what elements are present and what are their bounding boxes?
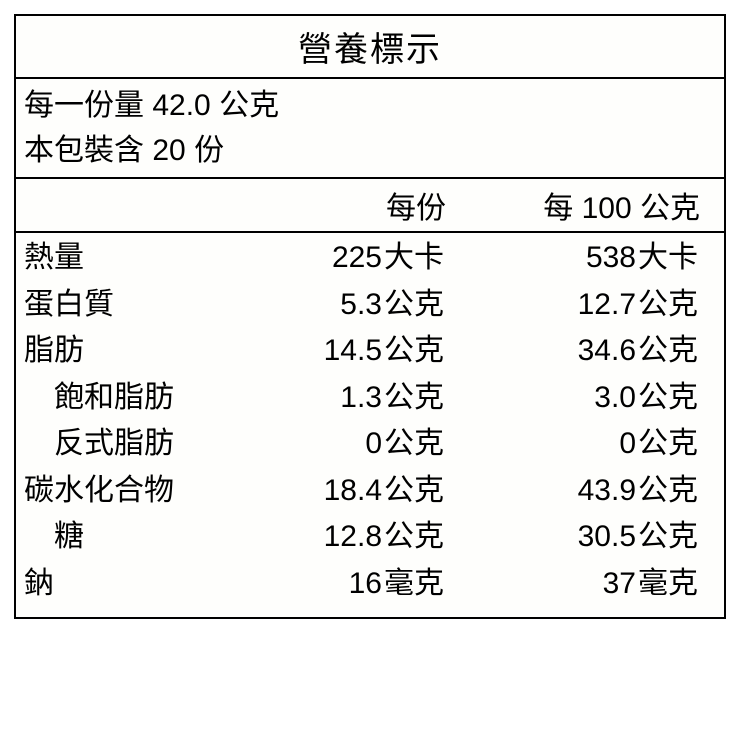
value-number: 37 <box>603 561 636 608</box>
nutrient-row: 蛋白質5.3公克12.7公克 <box>24 282 716 329</box>
nutrient-data-section: 熱量225大卡538大卡蛋白質5.3公克12.7公克脂肪14.5公克34.6公克… <box>16 233 724 617</box>
nutrient-label: 飽和脂肪 <box>24 375 224 422</box>
nutrient-row: 脂肪14.5公克34.6公克 <box>24 328 716 375</box>
value-unit: 公克 <box>638 421 700 468</box>
per-serving-value: 16毫克 <box>224 561 454 608</box>
nutrient-row: 熱量225大卡538大卡 <box>24 235 716 282</box>
header-per-serving: 每份 <box>224 183 454 227</box>
per-serving-value: 14.5公克 <box>224 328 454 375</box>
per-serving-value: 1.3公克 <box>224 375 454 422</box>
value-unit: 毫克 <box>638 561 700 608</box>
per-serving-value: 18.4公克 <box>224 468 454 515</box>
value-unit: 公克 <box>384 328 446 375</box>
serving-size-label: 每一份量 <box>24 89 144 122</box>
nutrient-row: 反式脂肪0公克0公克 <box>24 421 716 468</box>
serving-info-section: 每一份量 42.0 公克 本包裝含 20 份 <box>16 79 724 179</box>
value-unit: 公克 <box>638 468 700 515</box>
value-number: 538 <box>586 235 636 282</box>
per-serving-value: 0公克 <box>224 421 454 468</box>
serving-size-value: 42.0 <box>152 89 210 122</box>
servings-per-package-line: 本包裝含 20 份 <box>24 128 716 173</box>
per-100g-value: 12.7公克 <box>454 282 716 329</box>
value-number: 5.3 <box>340 282 382 329</box>
per-serving-value: 5.3公克 <box>224 282 454 329</box>
serving-size-line: 每一份量 42.0 公克 <box>24 83 716 128</box>
per-100g-value: 43.9公克 <box>454 468 716 515</box>
value-unit: 公克 <box>638 282 700 329</box>
nutrient-row: 碳水化合物18.4公克43.9公克 <box>24 468 716 515</box>
value-number: 3.0 <box>594 375 636 422</box>
value-number: 0 <box>365 421 382 468</box>
per-serving-value: 225大卡 <box>224 235 454 282</box>
nutrient-row: 鈉16毫克37毫克 <box>24 561 716 608</box>
servings-unit: 份 <box>194 134 224 167</box>
per-100g-value: 34.6公克 <box>454 328 716 375</box>
value-unit: 公克 <box>638 328 700 375</box>
value-number: 30.5 <box>578 514 636 561</box>
nutrition-facts-table: 營養標示 每一份量 42.0 公克 本包裝含 20 份 每份 每 100 公克 … <box>14 14 726 619</box>
value-number: 34.6 <box>578 328 636 375</box>
nutrient-row: 糖12.8公克30.5公克 <box>24 514 716 561</box>
value-unit: 大卡 <box>638 235 700 282</box>
per-100g-value: 3.0公克 <box>454 375 716 422</box>
column-headers-row: 每份 每 100 公克 <box>16 179 724 233</box>
value-number: 16 <box>349 561 382 608</box>
value-unit: 公克 <box>384 514 446 561</box>
value-unit: 公克 <box>638 375 700 422</box>
per-100g-value: 37毫克 <box>454 561 716 608</box>
value-number: 43.9 <box>578 468 636 515</box>
value-unit: 大卡 <box>384 235 446 282</box>
serving-size-unit: 公克 <box>219 89 279 122</box>
nutrient-label: 蛋白質 <box>24 282 224 329</box>
value-number: 12.7 <box>578 282 636 329</box>
nutrient-label: 反式脂肪 <box>24 421 224 468</box>
value-number: 225 <box>332 235 382 282</box>
nutrient-label: 碳水化合物 <box>24 468 224 515</box>
header-per-100g: 每 100 公克 <box>454 183 716 227</box>
per-100g-value: 538大卡 <box>454 235 716 282</box>
nutrient-label: 鈉 <box>24 561 224 608</box>
value-unit: 公克 <box>384 375 446 422</box>
table-title: 營養標示 <box>16 16 724 79</box>
servings-value: 20 <box>152 134 185 167</box>
per-100g-value: 0公克 <box>454 421 716 468</box>
value-unit: 公克 <box>384 282 446 329</box>
value-unit: 公克 <box>638 514 700 561</box>
nutrient-label: 脂肪 <box>24 328 224 375</box>
value-unit: 毫克 <box>384 561 446 608</box>
header-spacer <box>24 183 224 227</box>
value-number: 12.8 <box>324 514 382 561</box>
per-serving-value: 12.8公克 <box>224 514 454 561</box>
servings-label: 本包裝含 <box>24 134 144 167</box>
value-unit: 公克 <box>384 421 446 468</box>
nutrient-label: 熱量 <box>24 235 224 282</box>
value-number: 14.5 <box>324 328 382 375</box>
value-number: 1.3 <box>340 375 382 422</box>
nutrient-row: 飽和脂肪1.3公克3.0公克 <box>24 375 716 422</box>
value-number: 18.4 <box>324 468 382 515</box>
value-number: 0 <box>619 421 636 468</box>
value-unit: 公克 <box>384 468 446 515</box>
nutrient-label: 糖 <box>24 514 224 561</box>
per-100g-value: 30.5公克 <box>454 514 716 561</box>
